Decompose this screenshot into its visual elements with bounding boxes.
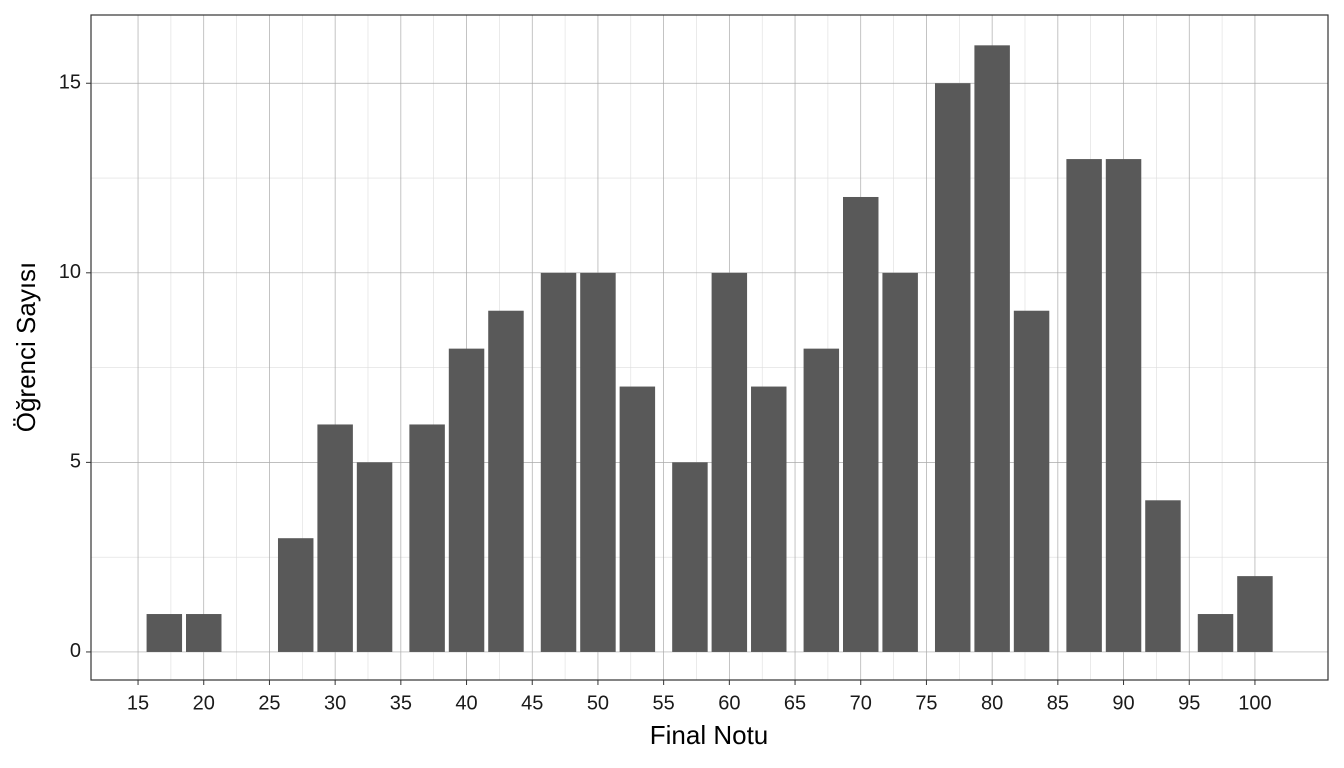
x-tick-label: 75 <box>915 692 937 714</box>
bar <box>1105 159 1142 652</box>
y-axis-label: Öğrenci Sayısı <box>11 262 41 433</box>
bar <box>488 310 524 652</box>
bar <box>974 45 1010 652</box>
bar <box>317 424 353 652</box>
y-tick-label: 0 <box>70 640 81 662</box>
bar <box>1013 310 1050 652</box>
x-tick-label: 20 <box>193 692 215 714</box>
bar <box>356 462 393 652</box>
bar <box>882 272 918 652</box>
bar <box>409 424 445 652</box>
x-tick-label: 95 <box>1178 692 1200 714</box>
x-tick-label: 40 <box>455 692 477 714</box>
bar <box>934 83 971 652</box>
bar <box>448 348 485 652</box>
bar <box>540 272 577 652</box>
bar <box>1237 576 1273 652</box>
bar <box>619 386 656 652</box>
bar <box>672 462 708 652</box>
x-tick-label: 85 <box>1047 692 1069 714</box>
bar <box>711 272 748 652</box>
bar <box>803 348 840 652</box>
x-tick-label: 15 <box>127 692 149 714</box>
bar <box>1197 614 1234 652</box>
x-tick-label: 35 <box>390 692 412 714</box>
y-tick-label: 10 <box>59 261 81 283</box>
x-tick-label: 70 <box>850 692 872 714</box>
x-tick-label: 100 <box>1238 692 1271 714</box>
x-tick-label: 45 <box>521 692 543 714</box>
bar <box>146 614 183 652</box>
bar <box>751 386 787 652</box>
x-tick-label: 55 <box>653 692 675 714</box>
bar <box>580 272 616 652</box>
bar <box>1145 500 1181 652</box>
x-tick-label: 60 <box>718 692 740 714</box>
x-tick-label: 30 <box>324 692 346 714</box>
x-tick-label: 50 <box>587 692 609 714</box>
y-tick-label: 15 <box>59 72 81 94</box>
x-tick-label: 25 <box>258 692 280 714</box>
bar <box>186 614 222 652</box>
y-tick-label: 5 <box>70 451 81 473</box>
bar <box>277 538 314 652</box>
x-tick-label: 80 <box>981 692 1003 714</box>
bar <box>1066 159 1102 652</box>
panel-border <box>90 14 1329 681</box>
bar <box>843 196 879 652</box>
x-axis-label: Final Notu <box>650 720 769 750</box>
x-tick-label: 65 <box>784 692 806 714</box>
x-tick-label: 90 <box>1112 692 1134 714</box>
